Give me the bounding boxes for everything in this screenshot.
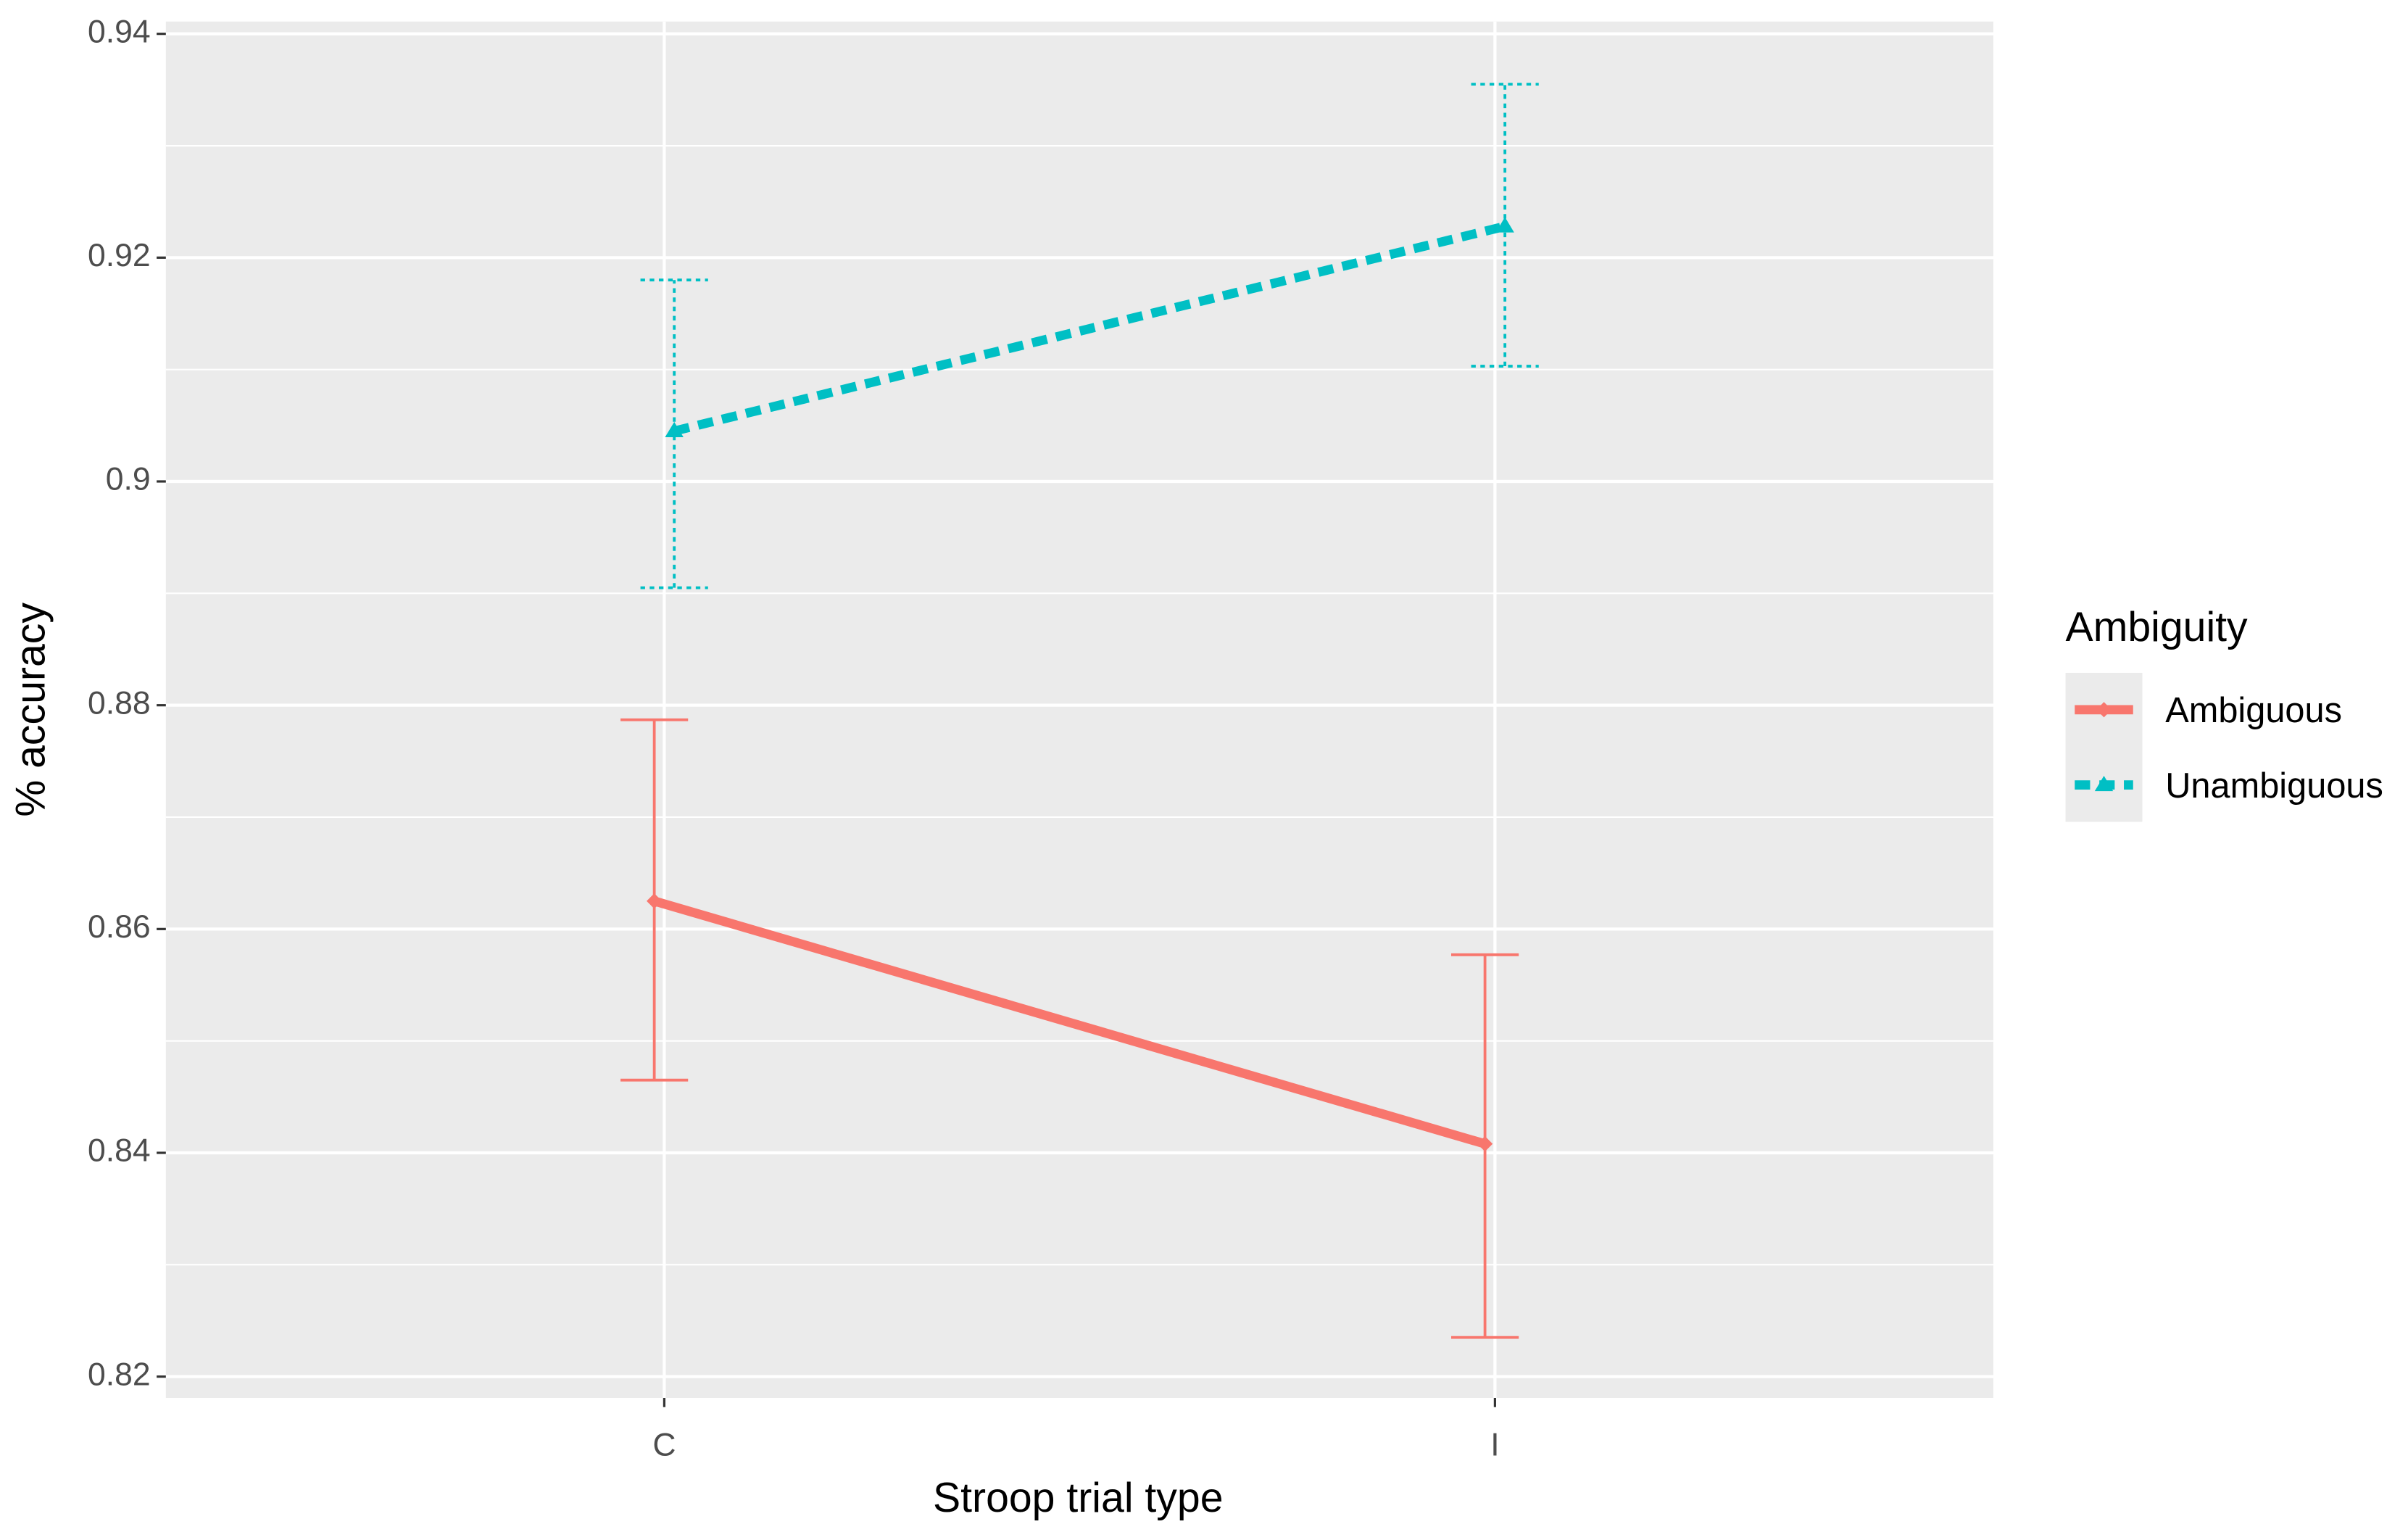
marker <box>665 421 684 438</box>
y-tick-label: 0.88 <box>88 685 151 721</box>
legend-title: Ambiguity <box>2066 604 2248 650</box>
series <box>640 83 1539 589</box>
plot-panel <box>165 21 1993 1398</box>
y-tick-label: 0.92 <box>88 238 151 273</box>
y-tick-label: 0.9 <box>106 462 151 497</box>
series-line <box>673 221 1506 436</box>
legend-label: Ambiguous <box>2165 691 2342 730</box>
x-tick-label: C <box>652 1428 676 1463</box>
marker <box>2094 775 2114 792</box>
y-tick-label: 0.82 <box>88 1357 151 1392</box>
marker <box>2096 702 2112 718</box>
series-line <box>652 896 1487 1148</box>
x-tick-label: I <box>1490 1428 1499 1463</box>
y-tick-label: 0.94 <box>88 14 151 49</box>
marker <box>1495 217 1514 233</box>
y-axis-title: % accuracy <box>8 603 54 817</box>
y-tick-label: 0.84 <box>88 1133 151 1169</box>
marker <box>647 893 663 909</box>
x-axis-title: Stroop trial type <box>933 1475 1224 1521</box>
error-bar <box>640 278 708 589</box>
legend-label: Unambiguous <box>2165 766 2383 806</box>
series <box>620 718 1519 1339</box>
legend-key-background <box>2065 672 2143 822</box>
y-tick-label: 0.86 <box>88 909 151 945</box>
